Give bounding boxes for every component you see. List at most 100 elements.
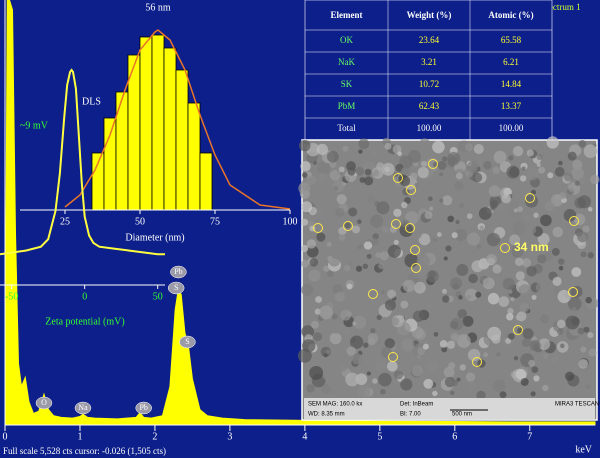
bar	[103, 117, 117, 211]
texture	[326, 150, 339, 163]
texture	[531, 294, 537, 300]
texture	[542, 384, 549, 392]
table: Element Weight (%) Atomic (%) OK 23.64 65.58 N…	[304, 0, 553, 141]
texture	[393, 370, 404, 380]
texture	[520, 378, 529, 386]
texture	[384, 153, 395, 164]
texture	[331, 313, 338, 320]
texture	[521, 338, 531, 347]
texture	[558, 192, 567, 200]
texture	[458, 295, 463, 300]
texture	[477, 244, 482, 249]
texture	[519, 175, 527, 182]
texture	[423, 378, 434, 389]
texture	[372, 233, 379, 240]
x-tick-label: 1	[77, 431, 82, 442]
texture	[507, 289, 513, 294]
texture	[573, 213, 586, 226]
texture	[433, 238, 438, 243]
particle-marker	[525, 193, 535, 203]
particle-marker	[405, 223, 415, 233]
texture	[587, 252, 594, 259]
table-cell: 100.00	[417, 123, 442, 133]
texture	[580, 346, 587, 353]
texture	[362, 263, 369, 270]
table-cell: OK	[340, 35, 353, 45]
texture	[512, 221, 526, 235]
texture	[298, 182, 311, 195]
x-tick-label: 5	[377, 431, 382, 442]
texture	[565, 385, 570, 390]
spectrum-title: Spectrum 1	[539, 2, 580, 12]
texture	[417, 167, 429, 179]
bar	[187, 102, 201, 211]
texture	[408, 150, 422, 163]
texture	[519, 302, 530, 313]
x-tick-label: 4	[302, 431, 307, 442]
texture	[543, 353, 549, 359]
texture	[488, 185, 501, 198]
texture	[379, 251, 389, 261]
texture	[355, 265, 363, 272]
texture	[381, 162, 395, 176]
texture	[552, 226, 564, 238]
table-cell: Total	[337, 123, 356, 133]
texture	[571, 267, 582, 277]
texture	[478, 207, 492, 220]
texture	[531, 366, 539, 373]
texture	[492, 379, 506, 393]
info-text: MIRA3 TESCAN	[555, 402, 599, 408]
texture	[512, 145, 524, 157]
texture	[387, 289, 397, 299]
texture	[577, 231, 589, 243]
texture	[422, 343, 429, 350]
texture	[411, 365, 423, 377]
texture	[345, 372, 359, 387]
texture	[300, 161, 311, 172]
table-cell: 10.72	[419, 79, 439, 89]
texture	[411, 229, 423, 240]
bar	[139, 36, 153, 211]
texture	[571, 306, 577, 312]
texture	[359, 177, 366, 183]
texture	[380, 290, 385, 295]
texture	[496, 352, 501, 357]
texture	[446, 340, 456, 349]
x-tick-label: 0	[3, 431, 8, 442]
texture	[578, 177, 586, 185]
texture	[387, 360, 398, 372]
table-cell: NaK	[338, 57, 355, 67]
texture	[414, 182, 419, 188]
texture	[424, 211, 433, 220]
texture	[538, 166, 546, 174]
texture	[336, 194, 347, 205]
texture	[306, 175, 317, 186]
texture	[556, 328, 564, 335]
texture	[462, 315, 474, 327]
texture	[471, 260, 484, 273]
texture	[427, 360, 439, 372]
texture	[378, 262, 385, 270]
texture	[514, 257, 524, 267]
x-tick-label: 3	[227, 431, 232, 442]
texture	[364, 168, 372, 176]
dls-line	[0, 68, 165, 256]
texture	[306, 384, 315, 393]
texture	[540, 314, 549, 324]
table-header: Element	[331, 10, 363, 20]
texture	[533, 375, 540, 382]
texture	[585, 296, 592, 304]
texture	[334, 291, 345, 302]
texture	[371, 238, 379, 246]
texture	[353, 315, 367, 329]
texture	[557, 289, 571, 304]
texture	[327, 255, 334, 262]
texture	[378, 372, 392, 387]
texture	[522, 212, 530, 221]
texture	[401, 201, 408, 209]
texture	[343, 264, 351, 272]
texture	[586, 372, 592, 378]
texture	[327, 270, 334, 278]
texture	[505, 337, 512, 344]
texture	[535, 280, 550, 294]
